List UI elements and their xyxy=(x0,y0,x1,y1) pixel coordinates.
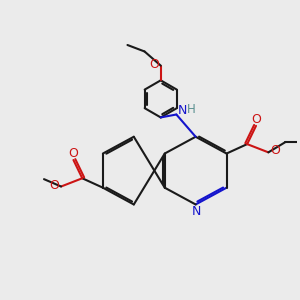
Text: O: O xyxy=(68,147,78,160)
Text: O: O xyxy=(149,58,159,70)
Text: O: O xyxy=(252,113,262,126)
Text: N: N xyxy=(178,104,188,118)
Text: H: H xyxy=(187,103,196,116)
Text: O: O xyxy=(270,144,280,158)
Text: N: N xyxy=(191,205,201,218)
Text: O: O xyxy=(50,178,59,191)
